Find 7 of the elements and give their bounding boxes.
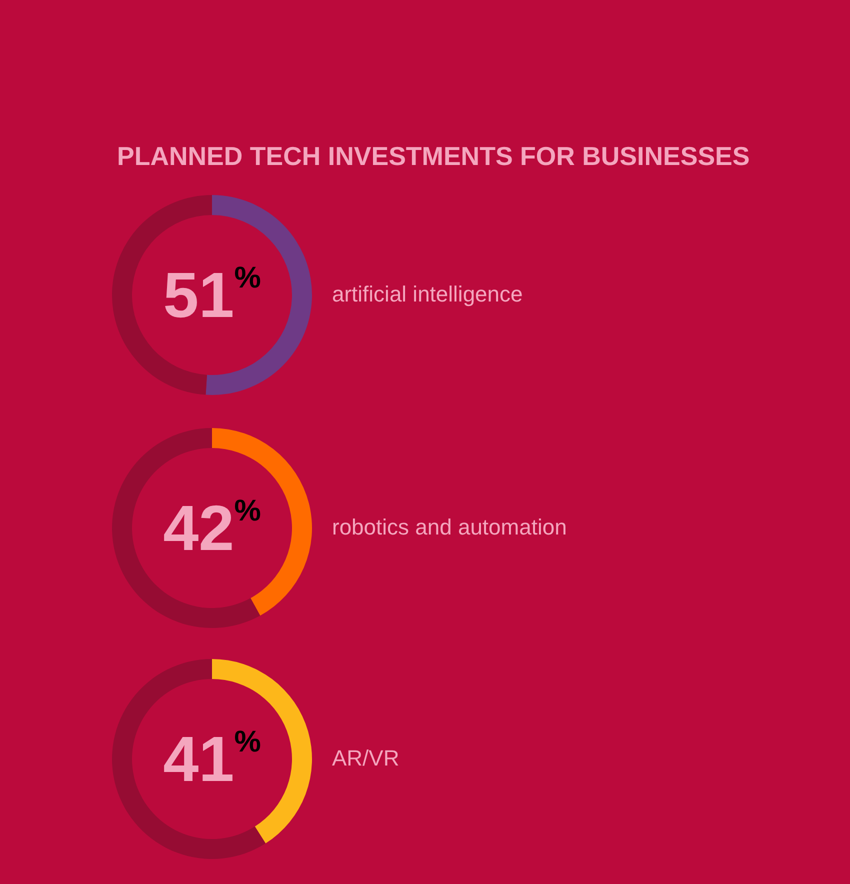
chart-title: PLANNED TECH INVESTMENTS FOR BUSINESSES (117, 141, 750, 171)
slice-label: robotics and automation (332, 514, 567, 540)
data-label: 42% (163, 492, 261, 564)
slice-label: artificial intelligence (332, 282, 523, 306)
data-label: 51% (163, 259, 261, 331)
slice-label: AR/VR (332, 746, 400, 770)
data-label: 41% (163, 723, 261, 795)
